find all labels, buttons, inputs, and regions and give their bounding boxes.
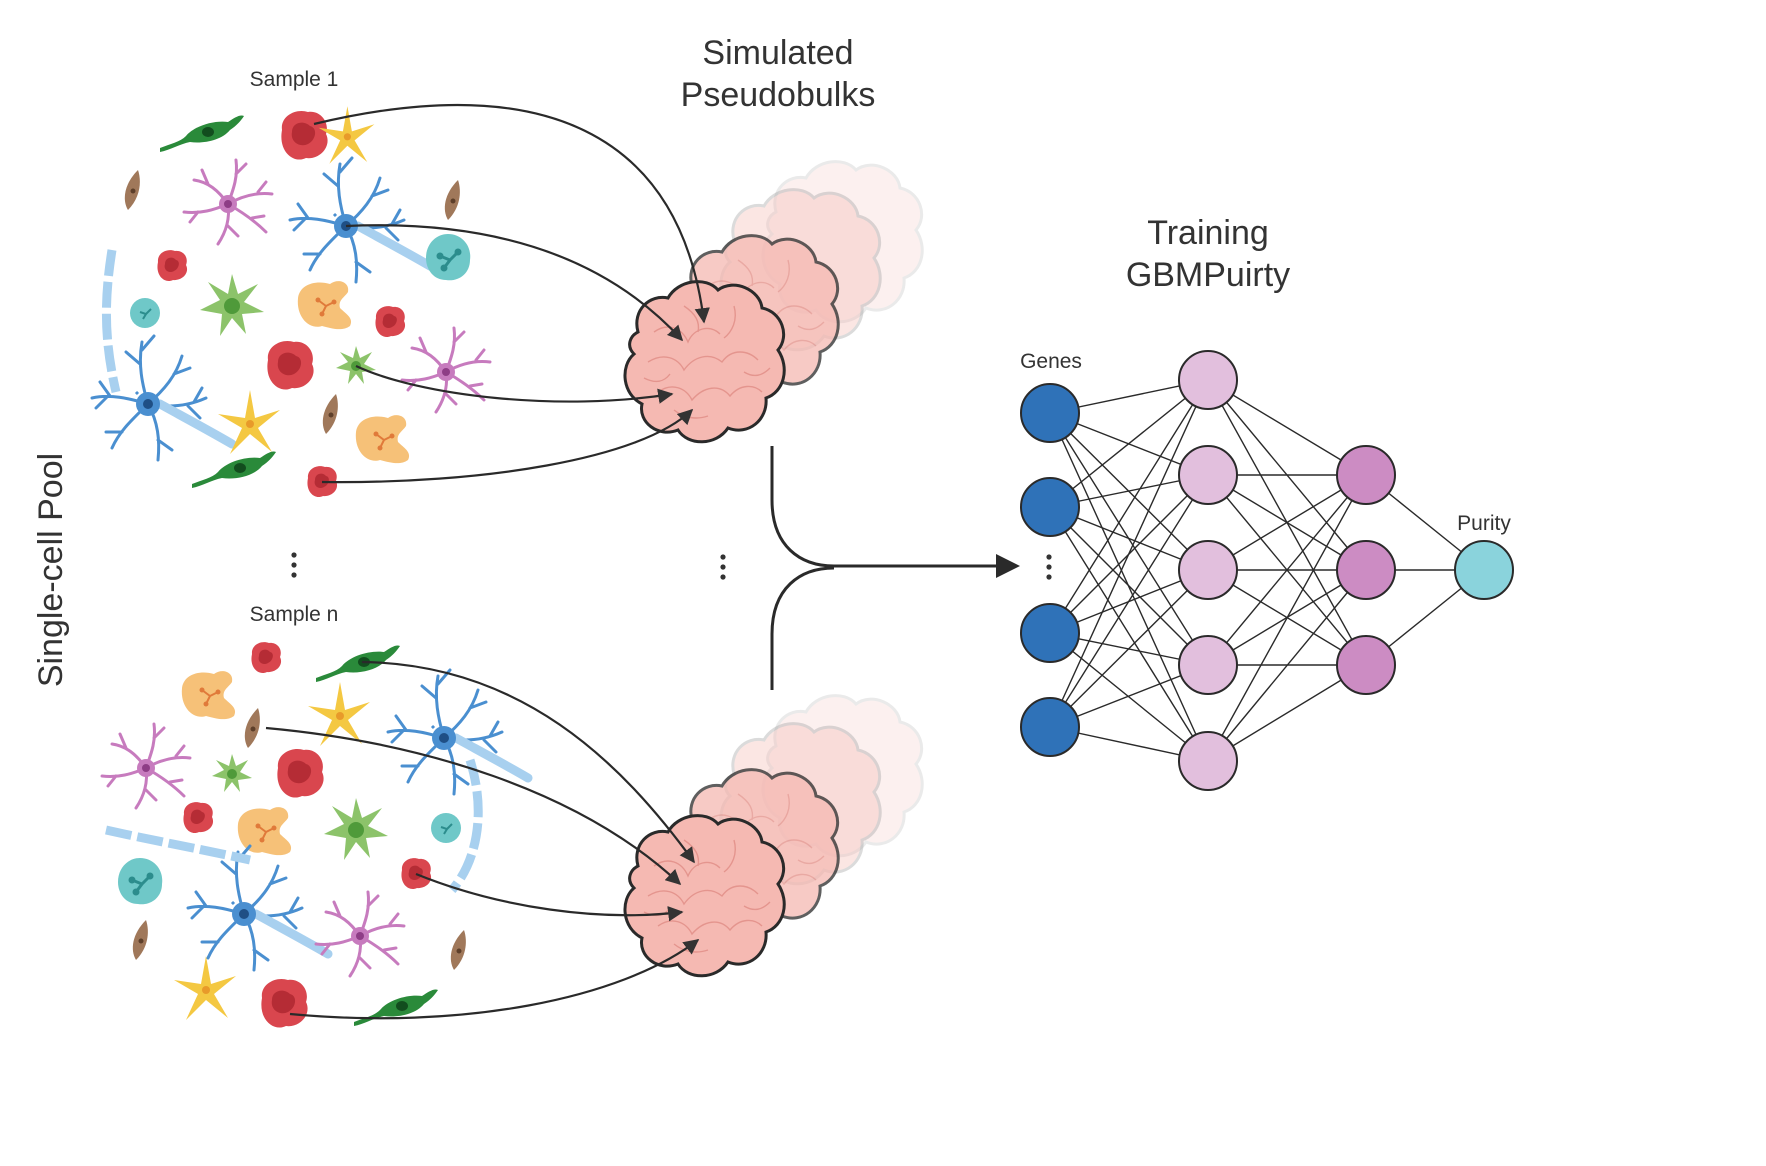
network-edge — [1049, 632, 1209, 762]
hidden-node-layer1 — [1178, 350, 1238, 410]
network-edge — [1207, 474, 1367, 666]
purity-label: Purity — [1457, 512, 1511, 535]
endothelial-cell — [244, 708, 260, 748]
network-edge — [1049, 506, 1209, 762]
neural-network — [1020, 350, 1514, 791]
endothelial-cell — [322, 394, 338, 434]
monocyte-cell — [129, 297, 161, 329]
genes-label: Genes — [1020, 350, 1082, 373]
t-cell — [318, 106, 375, 164]
pseudobulk-stack-top — [623, 160, 924, 444]
network-edge — [1049, 412, 1209, 762]
oligodendrocyte-cell — [354, 989, 438, 1026]
input-node — [1020, 383, 1080, 443]
input-node — [1020, 477, 1080, 537]
network-edge — [1207, 664, 1367, 762]
sample-1-cell-pool — [92, 106, 492, 498]
network-connections — [1049, 379, 1485, 762]
hidden-node-layer2 — [1336, 445, 1396, 505]
network-edge — [1049, 569, 1209, 728]
macrophage-cell — [296, 280, 353, 331]
endothelial-cell — [450, 930, 466, 970]
vertical-ellipsis-samples — [291, 552, 297, 578]
pseudobulk-icon — [623, 280, 786, 444]
pseudobulk-stack-bottom — [623, 694, 924, 978]
training-title-line1: Training — [1147, 214, 1269, 252]
vertical-ellipsis-genes — [1046, 554, 1052, 580]
monocyte-cell — [430, 812, 462, 844]
hidden-node-layer1 — [1178, 445, 1238, 505]
tumor-cell — [251, 642, 282, 674]
sample-n-label: Sample n — [250, 603, 339, 626]
tumor-cell — [183, 802, 214, 834]
hidden-node-layer1 — [1178, 635, 1238, 695]
sampling-arrows-bottom — [265, 660, 700, 1020]
myelin-sheath — [105, 825, 251, 865]
output-node — [1454, 540, 1514, 600]
neuron-cell — [388, 670, 528, 794]
oligodendrocyte-cell — [160, 115, 244, 152]
network-edge — [1049, 379, 1209, 508]
tumor-cell — [375, 306, 406, 338]
tumor-cell — [261, 978, 308, 1028]
neuron-cell — [290, 158, 430, 282]
input-node — [1020, 603, 1080, 663]
microglia-cell — [324, 798, 388, 860]
tumor-cell — [281, 110, 328, 160]
single-cell-pool-label: Single-cell Pool — [32, 453, 70, 687]
pseudobulk-title-line1: Simulated — [702, 34, 853, 72]
network-edge — [1207, 569, 1367, 762]
tumor-cell — [277, 748, 324, 798]
input-node — [1020, 697, 1080, 757]
t-cell — [174, 956, 236, 1020]
hidden-node-layer2 — [1336, 540, 1396, 600]
endothelial-cell — [132, 920, 148, 960]
hidden-node-layer2 — [1336, 635, 1396, 695]
endothelial-cell — [444, 180, 460, 220]
macrophage-cell — [180, 670, 237, 721]
monocyte-cell — [116, 856, 164, 906]
network-edge — [1207, 474, 1367, 571]
pseudobulk-title-line2: Pseudobulks — [681, 76, 876, 114]
myelin-sheath — [448, 758, 483, 893]
sample-n-cell-pool — [100, 642, 528, 1028]
microglia-cell — [336, 346, 376, 384]
sampling-arrows-top — [313, 103, 710, 484]
astrocyte-cell — [100, 722, 192, 810]
sample-1-label: Sample 1 — [250, 68, 339, 91]
microglia-cell — [200, 274, 264, 336]
astrocyte-cell — [400, 326, 492, 414]
astrocyte-cell — [314, 890, 406, 978]
network-edge — [1049, 506, 1209, 666]
network-edge — [1049, 474, 1209, 728]
macrophage-cell — [354, 414, 411, 465]
endothelial-cell — [124, 170, 140, 210]
network-edge — [1049, 379, 1209, 634]
neuron-cell — [188, 846, 328, 970]
myelin-sheath — [101, 249, 121, 394]
monocyte-cell — [424, 232, 472, 282]
tumor-cell — [157, 250, 188, 282]
network-edge — [1049, 379, 1209, 728]
network-edge — [1207, 379, 1367, 476]
astrocyte-cell — [182, 158, 274, 246]
tumor-cell — [267, 340, 314, 390]
merge-arrow — [770, 446, 1020, 690]
training-title-line2: GBMPuirty — [1126, 256, 1290, 294]
macrophage-cell — [236, 806, 293, 857]
microglia-cell — [212, 754, 252, 792]
vertical-ellipsis-pseudobulks — [720, 554, 726, 580]
hidden-node-layer1 — [1178, 540, 1238, 600]
pseudobulk-icon — [623, 814, 786, 978]
network-edge — [1207, 474, 1367, 762]
hidden-node-layer1 — [1178, 731, 1238, 791]
oligodendrocyte-cell — [192, 451, 276, 488]
